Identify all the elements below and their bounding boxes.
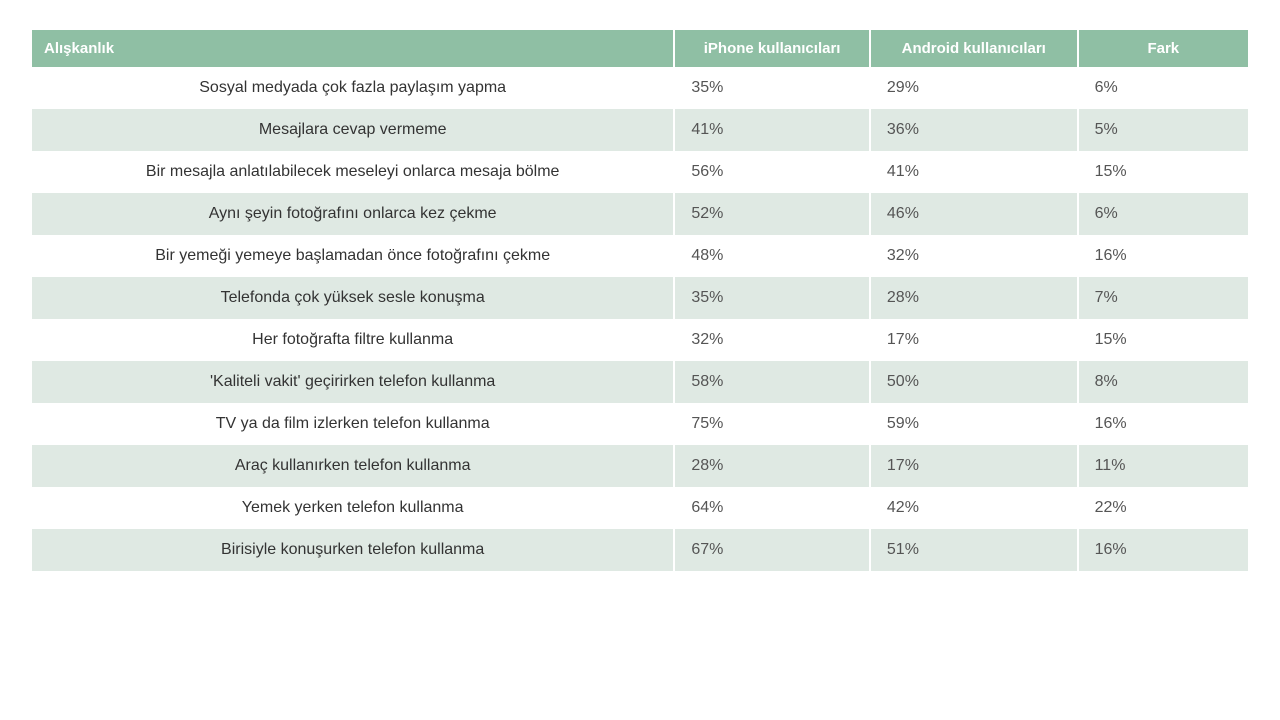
cell-android: 41% bbox=[871, 151, 1077, 193]
cell-diff: 11% bbox=[1079, 445, 1248, 487]
cell-diff: 15% bbox=[1079, 319, 1248, 361]
cell-diff: 16% bbox=[1079, 403, 1248, 445]
habits-table: Alışkanlık iPhone kullanıcıları Android … bbox=[30, 30, 1250, 571]
cell-diff: 7% bbox=[1079, 277, 1248, 319]
cell-iphone: 41% bbox=[675, 109, 869, 151]
cell-habit: Aynı şeyin fotoğrafını onlarca kez çekme bbox=[32, 193, 673, 235]
table-row: Birisiyle konuşurken telefon kullanma67%… bbox=[32, 529, 1248, 571]
cell-iphone: 28% bbox=[675, 445, 869, 487]
cell-iphone: 35% bbox=[675, 67, 869, 109]
cell-diff: 6% bbox=[1079, 67, 1248, 109]
col-header-android: Android kullanıcıları bbox=[871, 30, 1077, 67]
cell-iphone: 75% bbox=[675, 403, 869, 445]
col-header-iphone: iPhone kullanıcıları bbox=[675, 30, 869, 67]
cell-android: 29% bbox=[871, 67, 1077, 109]
cell-android: 51% bbox=[871, 529, 1077, 571]
cell-diff: 16% bbox=[1079, 529, 1248, 571]
table-row: Yemek yerken telefon kullanma64%42%22% bbox=[32, 487, 1248, 529]
cell-diff: 5% bbox=[1079, 109, 1248, 151]
cell-habit: Mesajlara cevap vermeme bbox=[32, 109, 673, 151]
cell-android: 59% bbox=[871, 403, 1077, 445]
col-header-diff: Fark bbox=[1079, 30, 1248, 67]
cell-habit: Telefonda çok yüksek sesle konuşma bbox=[32, 277, 673, 319]
cell-iphone: 32% bbox=[675, 319, 869, 361]
col-header-habit: Alışkanlık bbox=[32, 30, 673, 67]
table-row: Mesajlara cevap vermeme41%36%5% bbox=[32, 109, 1248, 151]
table-row: Telefonda çok yüksek sesle konuşma35%28%… bbox=[32, 277, 1248, 319]
cell-habit: Sosyal medyada çok fazla paylaşım yapma bbox=[32, 67, 673, 109]
cell-habit: Yemek yerken telefon kullanma bbox=[32, 487, 673, 529]
table-header: Alışkanlık iPhone kullanıcıları Android … bbox=[32, 30, 1248, 67]
table-row: Her fotoğrafta filtre kullanma32%17%15% bbox=[32, 319, 1248, 361]
cell-habit: Bir yemeği yemeye başlamadan önce fotoğr… bbox=[32, 235, 673, 277]
cell-diff: 15% bbox=[1079, 151, 1248, 193]
table-row: TV ya da film izlerken telefon kullanma7… bbox=[32, 403, 1248, 445]
cell-iphone: 48% bbox=[675, 235, 869, 277]
cell-diff: 16% bbox=[1079, 235, 1248, 277]
table-row: Araç kullanırken telefon kullanma28%17%1… bbox=[32, 445, 1248, 487]
cell-habit: Araç kullanırken telefon kullanma bbox=[32, 445, 673, 487]
table-row: Aynı şeyin fotoğrafını onlarca kez çekme… bbox=[32, 193, 1248, 235]
cell-habit: Bir mesajla anlatılabilecek meseleyi onl… bbox=[32, 151, 673, 193]
table-body: Sosyal medyada çok fazla paylaşım yapma3… bbox=[32, 67, 1248, 571]
cell-iphone: 52% bbox=[675, 193, 869, 235]
cell-android: 32% bbox=[871, 235, 1077, 277]
cell-habit: TV ya da film izlerken telefon kullanma bbox=[32, 403, 673, 445]
cell-android: 28% bbox=[871, 277, 1077, 319]
cell-iphone: 35% bbox=[675, 277, 869, 319]
table-row: Sosyal medyada çok fazla paylaşım yapma3… bbox=[32, 67, 1248, 109]
cell-android: 50% bbox=[871, 361, 1077, 403]
cell-diff: 6% bbox=[1079, 193, 1248, 235]
cell-iphone: 58% bbox=[675, 361, 869, 403]
cell-iphone: 67% bbox=[675, 529, 869, 571]
table-row: 'Kaliteli vakit' geçirirken telefon kull… bbox=[32, 361, 1248, 403]
cell-diff: 22% bbox=[1079, 487, 1248, 529]
cell-android: 17% bbox=[871, 445, 1077, 487]
cell-diff: 8% bbox=[1079, 361, 1248, 403]
cell-android: 36% bbox=[871, 109, 1077, 151]
cell-android: 46% bbox=[871, 193, 1077, 235]
cell-habit: Birisiyle konuşurken telefon kullanma bbox=[32, 529, 673, 571]
cell-habit: 'Kaliteli vakit' geçirirken telefon kull… bbox=[32, 361, 673, 403]
cell-android: 17% bbox=[871, 319, 1077, 361]
table-row: Bir yemeği yemeye başlamadan önce fotoğr… bbox=[32, 235, 1248, 277]
cell-android: 42% bbox=[871, 487, 1077, 529]
table-row: Bir mesajla anlatılabilecek meseleyi onl… bbox=[32, 151, 1248, 193]
cell-iphone: 64% bbox=[675, 487, 869, 529]
cell-iphone: 56% bbox=[675, 151, 869, 193]
cell-habit: Her fotoğrafta filtre kullanma bbox=[32, 319, 673, 361]
